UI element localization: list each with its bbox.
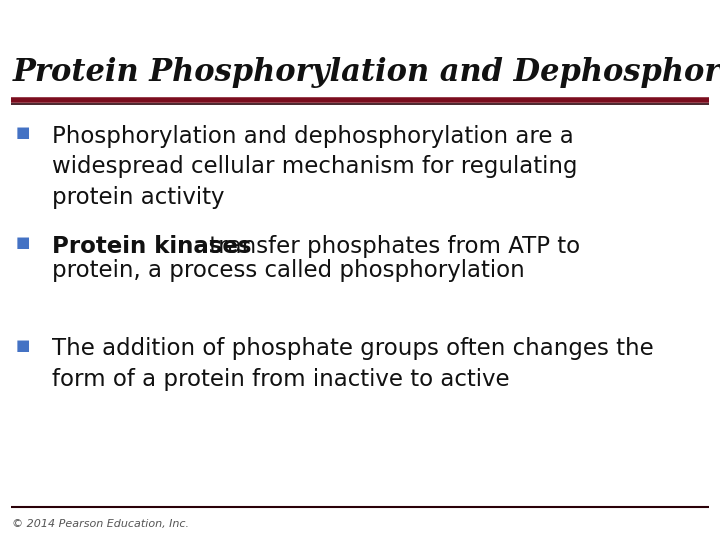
Text: ■: ■ (16, 125, 30, 140)
Text: Phosphorylation and dephosphorylation are a
widespread cellular mechanism for re: Phosphorylation and dephosphorylation ar… (52, 125, 577, 208)
Text: ■: ■ (16, 338, 30, 353)
Text: The addition of phosphate groups often changes the
form of a protein from inacti: The addition of phosphate groups often c… (52, 338, 654, 391)
Text: ■: ■ (16, 235, 30, 250)
Text: © 2014 Pearson Education, Inc.: © 2014 Pearson Education, Inc. (12, 519, 189, 529)
Text: Protein kinases: Protein kinases (52, 235, 251, 258)
Text: protein, a process called phosphorylation: protein, a process called phosphorylatio… (52, 260, 525, 282)
Text: Protein Phosphorylation and Dephosphorylation: Protein Phosphorylation and Dephosphoryl… (12, 57, 720, 87)
Text: transfer phosphates from ATP to: transfer phosphates from ATP to (202, 235, 580, 258)
